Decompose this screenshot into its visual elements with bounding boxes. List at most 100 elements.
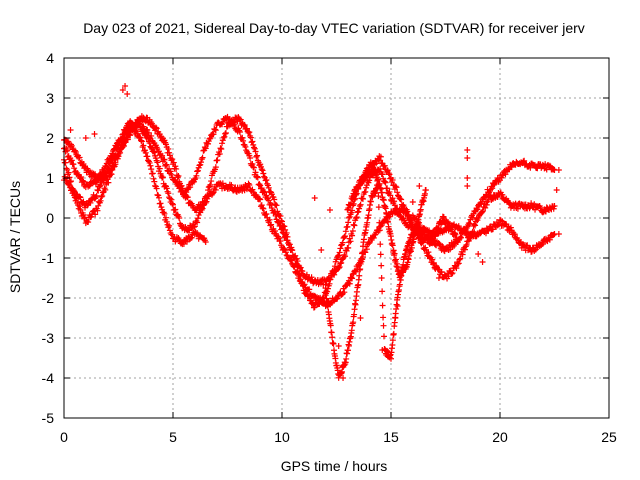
data-point-track-a	[210, 131, 217, 138]
data-point-track-c	[282, 249, 289, 256]
data-point-track-d	[162, 214, 169, 221]
data-point-track-f	[407, 248, 414, 255]
data-point-track-a	[163, 161, 170, 168]
data-point-track-d	[92, 181, 99, 188]
data-point-track-d	[95, 177, 102, 184]
data-point-track-e	[327, 322, 334, 329]
data-point-track-e	[380, 322, 387, 329]
data-point-track-b	[430, 259, 437, 266]
data-point-track-b	[168, 196, 175, 203]
data-point-track-a	[205, 140, 212, 147]
data-point-track-c	[127, 132, 134, 139]
data-point-track-b	[140, 127, 147, 134]
data-point-track-e	[351, 306, 358, 313]
data-point-track-d	[121, 127, 128, 134]
data-point-track-b	[102, 186, 109, 193]
data-point-track-b	[327, 276, 334, 283]
data-point-track-c	[346, 280, 353, 287]
data-point-track-a	[92, 194, 99, 201]
data-point-track-b	[284, 233, 291, 240]
data-point-isolated	[464, 147, 471, 153]
data-point-track-e	[391, 319, 398, 326]
data-point-track-b	[99, 193, 106, 200]
data-point-track-b	[148, 144, 155, 151]
data-point-track-c	[116, 148, 123, 155]
data-point-track-c	[267, 222, 274, 229]
data-point-track-b	[151, 149, 158, 156]
data-point-track-d	[79, 177, 86, 184]
data-point-isolated	[335, 343, 342, 349]
data-point-track-a	[508, 164, 515, 171]
data-point-track-c	[546, 236, 553, 243]
data-point-track-a	[247, 154, 254, 161]
data-point-track-a	[457, 234, 464, 241]
data-point-track-a	[161, 156, 168, 163]
data-point-track-a	[77, 194, 84, 201]
data-point-track-e	[351, 311, 358, 318]
data-point-track-f	[389, 242, 396, 249]
data-point-track-e	[377, 251, 384, 258]
data-point-isolated	[394, 303, 401, 309]
data-point-track-e	[380, 333, 387, 340]
data-point-track-b	[261, 173, 268, 180]
data-point-track-b	[237, 116, 244, 123]
data-point-track-b	[205, 187, 212, 194]
data-point-track-e	[389, 337, 396, 344]
data-point-track-c	[271, 227, 278, 234]
x-tick-label: 0	[60, 429, 68, 445]
data-point-track-b	[345, 214, 352, 221]
data-point-track-a	[93, 192, 100, 199]
data-point-track-a	[97, 182, 104, 189]
data-point-track-d	[202, 239, 209, 245]
data-point-track-b	[278, 217, 285, 224]
data-point-track-a	[172, 178, 179, 185]
data-point-isolated	[82, 135, 89, 141]
data-point-track-b	[85, 219, 92, 226]
data-point-track-e	[343, 355, 350, 362]
data-point-track-d	[103, 163, 110, 170]
data-point-track-c	[258, 202, 265, 209]
data-point-track-b	[73, 195, 80, 202]
data-point-track-a	[236, 129, 243, 136]
data-point-isolated	[409, 199, 416, 205]
data-point-track-c	[117, 149, 124, 156]
data-point-track-c	[296, 273, 303, 280]
data-point-track-c	[404, 208, 411, 215]
data-point-track-a	[254, 173, 261, 180]
data-point-track-b	[65, 169, 72, 176]
data-point-track-a	[336, 264, 343, 271]
data-point-track-a	[87, 199, 94, 206]
data-point-track-d	[148, 166, 155, 173]
data-point-track-e	[378, 262, 385, 269]
data-point-track-a	[303, 271, 310, 278]
data-point-track-b	[154, 159, 161, 166]
data-point-track-a	[439, 243, 446, 250]
data-point-track-c	[471, 229, 478, 236]
data-point-isolated	[464, 175, 471, 181]
data-point-track-c	[348, 274, 355, 281]
data-point-track-c	[511, 231, 518, 238]
data-point-track-c	[306, 286, 313, 293]
data-point-track-b	[231, 120, 238, 127]
data-point-track-c	[124, 136, 131, 143]
data-point-track-b	[214, 157, 221, 164]
data-point-track-d	[188, 234, 195, 241]
data-point-track-b	[459, 251, 466, 258]
data-point-track-c	[317, 296, 324, 303]
data-point-track-b	[67, 178, 74, 185]
data-point-track-c	[266, 216, 273, 223]
data-point-track-c	[108, 165, 115, 172]
data-point-track-a	[252, 169, 259, 176]
data-point-isolated	[416, 183, 423, 189]
data-point-track-d	[100, 168, 107, 175]
data-point-track-c	[246, 181, 253, 188]
data-point-track-b	[259, 167, 266, 174]
data-point-track-e	[376, 219, 383, 226]
data-point-track-b	[430, 261, 437, 268]
data-point-track-b	[94, 207, 101, 214]
data-point-track-b	[377, 153, 384, 160]
data-point-track-c	[166, 149, 173, 156]
data-point-track-b	[246, 129, 253, 136]
